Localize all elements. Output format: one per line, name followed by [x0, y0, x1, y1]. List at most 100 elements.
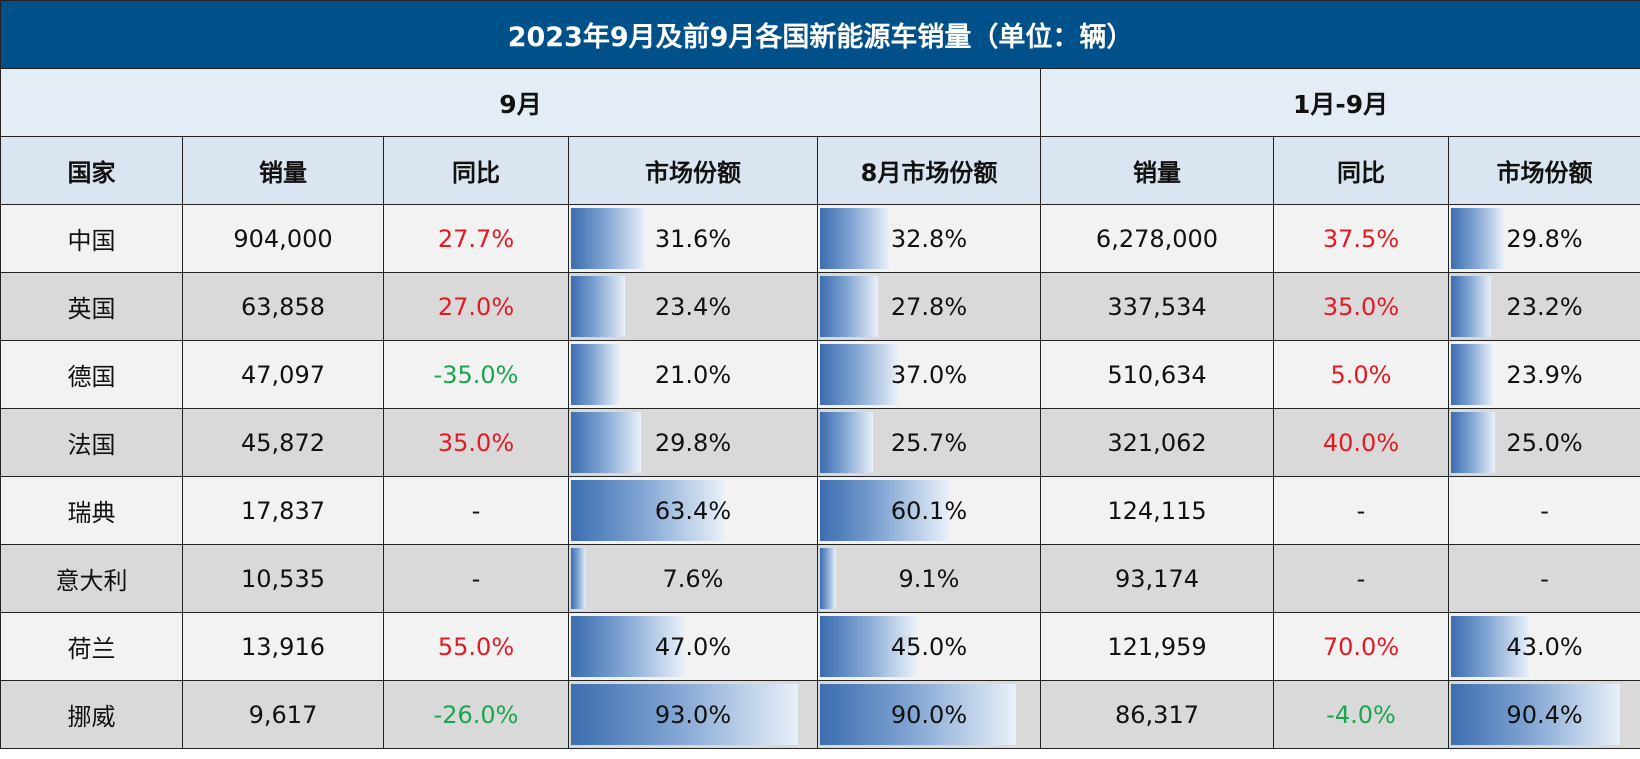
- cell-value: 35.0%: [1322, 292, 1400, 321]
- cell-share: 7.6%: [568, 544, 818, 613]
- cell-value: 32.8%: [890, 224, 968, 253]
- cell-ytd-share: 23.2%: [1447, 272, 1640, 341]
- cell-value: 23.9%: [1506, 360, 1583, 389]
- share-bar: [571, 344, 620, 405]
- cell-value: 意大利: [55, 567, 128, 595]
- cell-value: -4.0%: [1326, 700, 1396, 729]
- share-bar: [571, 684, 798, 745]
- cell-ytd-yoy: -4.0%: [1273, 680, 1449, 749]
- share-bar: [820, 616, 916, 677]
- cell-value: 法国: [67, 431, 116, 459]
- cell-sales: 904,000: [182, 204, 384, 273]
- cell-value: 55.0%: [437, 632, 515, 661]
- cell-value: 25.7%: [890, 428, 968, 457]
- cell-ytd-sales: 121,959: [1040, 612, 1274, 681]
- cell-country: 意大利: [0, 544, 183, 613]
- cell-country: 瑞典: [0, 476, 183, 545]
- cell-share: 31.6%: [568, 204, 818, 273]
- cell-value: 60.1%: [890, 496, 968, 525]
- cell-value: 904,000: [233, 224, 333, 253]
- cell-value: 27.0%: [437, 292, 515, 321]
- header-aug-share: 8月市场份额: [817, 136, 1041, 205]
- cell-ytd-yoy: 5.0%: [1273, 340, 1449, 409]
- cell-value: -: [471, 564, 481, 593]
- cell-sales: 13,916: [182, 612, 384, 681]
- cell-value: 25.0%: [1506, 428, 1583, 457]
- cell-ytd-share: -: [1447, 544, 1640, 613]
- cell-sales: 9,617: [182, 680, 384, 749]
- cell-value: 63.4%: [654, 496, 732, 525]
- cell-share: 21.0%: [568, 340, 818, 409]
- cell-value: 45,872: [241, 428, 325, 457]
- cell-country: 德国: [0, 340, 183, 409]
- cell-country: 法国: [0, 408, 183, 477]
- cell-aug-share: 32.8%: [817, 204, 1041, 273]
- cell-value: 90.4%: [1506, 700, 1583, 729]
- cell-country: 荷兰: [0, 612, 183, 681]
- cell-yoy: -26.0%: [383, 680, 569, 749]
- share-bar: [1451, 412, 1495, 473]
- cell-aug-share: 45.0%: [817, 612, 1041, 681]
- cell-yoy: -: [383, 544, 569, 613]
- cell-share: 93.0%: [568, 680, 818, 749]
- cell-value: 510,634: [1107, 360, 1207, 389]
- cell-ytd-share: 90.4%: [1447, 680, 1640, 749]
- cell-share: 29.8%: [568, 408, 818, 477]
- cell-value: 瑞典: [67, 499, 116, 527]
- cell-value: 27.8%: [890, 292, 968, 321]
- table-row: 中国 904,000 27.7% 31.6% 32.8% 6,278,000 37.5% 29…: [0, 204, 1640, 273]
- share-bar: [1451, 616, 1530, 677]
- cell-value: 英国: [67, 295, 116, 323]
- cell-value: 9,617: [248, 700, 318, 729]
- cell-sales: 47,097: [182, 340, 384, 409]
- cell-aug-share: 25.7%: [817, 408, 1041, 477]
- header-ytd-yoy: 同比: [1273, 136, 1449, 205]
- cell-aug-share: 27.8%: [817, 272, 1041, 341]
- cell-country: 挪威: [0, 680, 183, 749]
- share-bar: [1451, 208, 1504, 269]
- cell-country: 中国: [0, 204, 183, 273]
- cell-ytd-share: -: [1447, 476, 1640, 545]
- cell-value: 337,534: [1107, 292, 1207, 321]
- cell-value: 29.8%: [1506, 224, 1583, 253]
- cell-value: 10,535: [241, 564, 325, 593]
- cell-value: 中国: [67, 227, 116, 255]
- share-bar: [820, 344, 899, 405]
- cell-sales: 63,858: [182, 272, 384, 341]
- table-row: 荷兰 13,916 55.0% 47.0% 45.0% 121,959 70.0% 43.0%: [0, 612, 1640, 681]
- share-bar: [571, 548, 586, 609]
- share-bar: [820, 684, 1016, 745]
- share-bar: [571, 412, 641, 473]
- share-bar: [571, 616, 684, 677]
- header-ytd-share: 市场份额: [1447, 136, 1640, 205]
- cell-yoy: 35.0%: [383, 408, 569, 477]
- table-row: 法国 45,872 35.0% 29.8% 25.7% 321,062 40.0% 25.0%: [0, 408, 1640, 477]
- share-bar: [820, 480, 950, 541]
- cell-value: 21.0%: [654, 360, 732, 389]
- table-title: 2023年9月及前9月各国新能源车销量（单位：辆）: [0, 0, 1640, 69]
- cell-value: 挪威: [67, 703, 116, 731]
- group-ytd: 1月-9月: [1039, 68, 1640, 137]
- share-bar: [1451, 684, 1620, 745]
- cell-value: 47.0%: [654, 632, 732, 661]
- cell-aug-share: 9.1%: [817, 544, 1041, 613]
- cell-yoy: 27.7%: [383, 204, 569, 273]
- cell-value: 德国: [67, 363, 116, 391]
- cell-value: 47,097: [241, 360, 325, 389]
- share-bar: [1451, 276, 1492, 337]
- cell-value: 93,174: [1115, 564, 1199, 593]
- cell-aug-share: 37.0%: [817, 340, 1041, 409]
- cell-value: 35.0%: [437, 428, 515, 457]
- share-bar: [820, 548, 837, 609]
- cell-ytd-yoy: -: [1273, 476, 1449, 545]
- cell-value: 37.5%: [1322, 224, 1400, 253]
- cell-value: 7.6%: [662, 564, 724, 593]
- share-bar: [820, 412, 874, 473]
- cell-value: 27.7%: [437, 224, 515, 253]
- cell-sales: 17,837: [182, 476, 384, 545]
- cell-ytd-sales: 321,062: [1040, 408, 1274, 477]
- cell-sales: 10,535: [182, 544, 384, 613]
- table-row: 意大利 10,535 - 7.6% 9.1% 93,174 - -: [0, 544, 1640, 613]
- table-row: 瑞典 17,837 - 63.4% 60.1% 124,115 - -: [0, 476, 1640, 545]
- cell-aug-share: 60.1%: [817, 476, 1041, 545]
